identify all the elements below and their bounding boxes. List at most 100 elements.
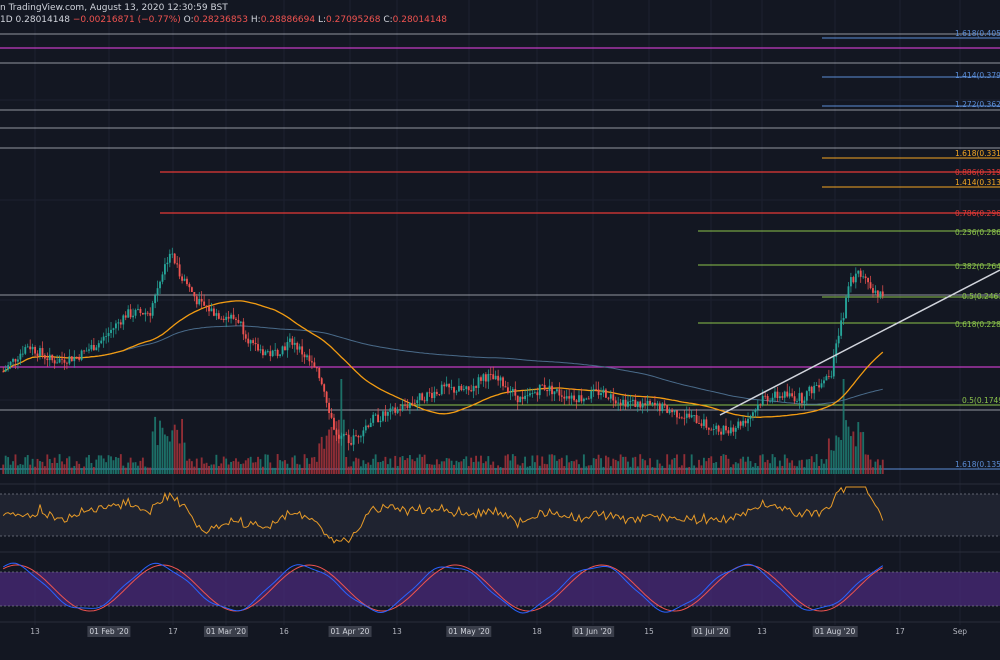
volume-bar (749, 461, 752, 474)
candle-body (9, 361, 12, 366)
candle-body (808, 386, 811, 392)
volume-bar (198, 467, 201, 474)
volume-bar (644, 460, 647, 474)
candle-body (154, 295, 157, 304)
candle-body (70, 356, 73, 362)
volume-bar (252, 462, 255, 474)
volume-bar (700, 465, 703, 474)
candle-body (693, 415, 696, 416)
volume-bar (480, 455, 482, 474)
fib-label-1414-top: 1.414(0.37997 (955, 71, 1000, 80)
volume-bar (727, 458, 730, 474)
volume-bar (36, 458, 39, 474)
volume-bar (443, 461, 446, 474)
volume-bar (876, 459, 879, 474)
volume-bar (17, 465, 19, 474)
volume-bar (435, 459, 438, 474)
candle-body (560, 395, 563, 397)
volume-bar (12, 461, 14, 474)
volume-bar (328, 429, 330, 474)
candle-body (342, 433, 345, 436)
volume-bar (859, 432, 862, 474)
x-tick-label-month: 01 Apr '20 (328, 626, 372, 637)
candle-body (796, 400, 798, 402)
x-tick-label: 17 (168, 627, 178, 636)
candle-body (401, 404, 404, 411)
candle-body (127, 309, 130, 318)
volume-bar (75, 461, 78, 474)
volume-bar (156, 445, 159, 474)
volume-bar (34, 466, 36, 474)
candle-body (88, 349, 90, 351)
candle-body (284, 346, 286, 351)
volume-bar (837, 437, 840, 474)
volume-bar (215, 454, 218, 474)
volume-bar (176, 429, 179, 474)
candle-body (497, 375, 500, 381)
volume-bar (137, 465, 139, 474)
ohlc-legend: 1D 0.28014148 −0.00216871 (−0.77%) O:0.2… (0, 13, 447, 28)
volume-bar (183, 442, 186, 474)
volume-bar (95, 459, 98, 474)
candle-body (536, 392, 539, 396)
volume-bar (475, 455, 477, 474)
candle-body (193, 292, 196, 297)
candle-body (306, 355, 308, 358)
candle-body (636, 401, 639, 408)
volume-bar (752, 466, 754, 474)
candle-body (668, 410, 671, 413)
candle-body (281, 346, 284, 355)
fib-label-886: 0.886(0.3195 (955, 168, 1000, 177)
volume-bar (511, 454, 514, 474)
candle-body (443, 384, 446, 387)
candle-body (144, 312, 147, 315)
candle-body (582, 398, 585, 402)
candle-body (600, 393, 602, 396)
x-tick-label: 13 (30, 627, 40, 636)
volume-bar (237, 461, 240, 474)
candle-body (320, 378, 323, 385)
candle-body (453, 387, 455, 393)
candle-body (421, 393, 424, 401)
candle-body (227, 316, 230, 319)
candle-body (171, 253, 174, 255)
volume-bar (127, 462, 130, 474)
candle-body (627, 401, 629, 407)
volume-bar (396, 466, 399, 474)
trendline[interactable] (719, 269, 1000, 416)
candle-body (712, 429, 715, 430)
volume-bar (102, 458, 105, 474)
candle-body (546, 389, 549, 392)
volume-bar (874, 461, 877, 474)
candle-body (869, 282, 872, 289)
volume-bar (293, 455, 296, 474)
volume-bar (521, 463, 524, 474)
volume-bar (213, 464, 215, 474)
volume-bar (617, 461, 620, 474)
volume-bar (208, 465, 210, 474)
volume-bar (602, 466, 605, 474)
candle-body (729, 427, 732, 434)
volume-bar (119, 454, 122, 474)
candle-body (722, 425, 725, 435)
x-tick-label-month: 01 Jun '20 (572, 626, 614, 637)
volume-bar (619, 454, 622, 474)
volume-bar (333, 435, 335, 474)
volume-bar (239, 464, 242, 474)
candle-body (117, 322, 120, 324)
volume-bar (823, 463, 825, 474)
candle-body (129, 309, 132, 318)
candle-body (416, 400, 419, 404)
candle-body (259, 349, 262, 351)
fib-label-1618-top: 1.618(0.40567 (955, 29, 1000, 38)
candle-body (526, 395, 529, 397)
volume-bar (421, 456, 424, 474)
candle-body (110, 329, 112, 334)
candle-body (575, 400, 578, 403)
volume-bar (629, 466, 632, 474)
volume-bar (580, 467, 583, 474)
candle-body (734, 427, 737, 432)
candle-body (529, 393, 531, 396)
volume-bar (85, 457, 88, 474)
